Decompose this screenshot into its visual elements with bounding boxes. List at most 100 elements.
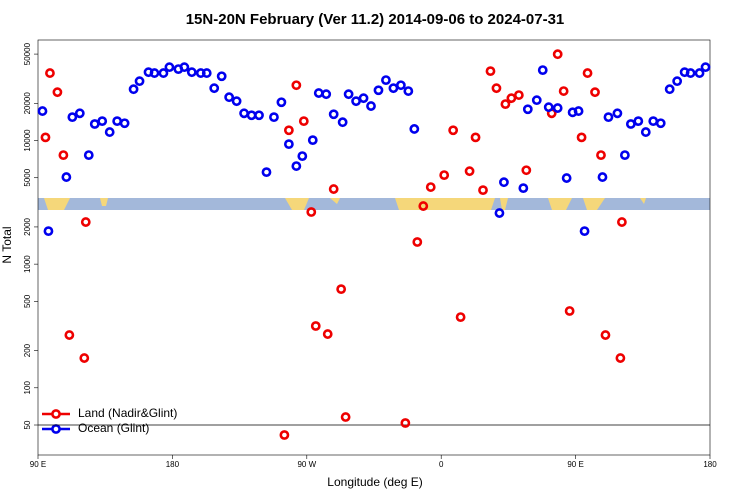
x-tick-label: 180 [703, 460, 717, 469]
data-point [494, 208, 505, 218]
data-point [328, 109, 339, 120]
data-point [291, 80, 302, 91]
data-point [499, 177, 509, 188]
y-tick-label: 50000 [23, 42, 32, 65]
data-point [216, 71, 227, 82]
data-point [58, 150, 69, 161]
data-point [179, 62, 190, 73]
data-point [186, 67, 197, 78]
data-point [79, 353, 90, 363]
data-point [291, 161, 302, 171]
y-tick-label: 100 [23, 381, 32, 395]
data-point [134, 76, 145, 87]
data-point [552, 103, 563, 113]
data-point [340, 412, 351, 422]
data-point [597, 172, 608, 182]
x-axis-label: Longitude (deg E) [327, 475, 422, 489]
y-tick-label: 50 [23, 420, 32, 429]
data-point [297, 151, 308, 161]
data-point [64, 330, 75, 340]
data-point [43, 226, 54, 237]
legend-label: Land (Nadir&Glint) [78, 406, 177, 420]
data-point [558, 86, 569, 96]
data-point [158, 68, 169, 78]
data-point [40, 132, 51, 143]
data-point [648, 116, 659, 127]
data-point [596, 150, 606, 161]
data-point [67, 112, 78, 123]
data-point [239, 108, 249, 119]
data-point [261, 167, 272, 178]
data-point [582, 68, 593, 78]
land-shapes [44, 198, 646, 210]
data-point [358, 93, 369, 104]
x-tick-label: 180 [166, 460, 180, 469]
legend-label: Ocean (Glint) [78, 421, 149, 435]
data-point [448, 125, 459, 136]
data-point [470, 132, 481, 143]
data-point [366, 101, 376, 111]
data-point [246, 110, 257, 121]
data-point [633, 116, 644, 127]
data-point [45, 68, 55, 78]
data-point [336, 284, 347, 295]
data-point [373, 85, 384, 96]
data-point [600, 330, 611, 340]
data-point [531, 95, 542, 106]
y-tick-label: 200 [23, 343, 32, 357]
data-point [612, 108, 623, 119]
data-point [655, 118, 666, 129]
data-point [425, 182, 436, 192]
data-point [564, 306, 575, 316]
data-point [576, 132, 587, 143]
legend-marker [51, 409, 61, 419]
data-point [573, 106, 584, 116]
data-point [513, 90, 524, 100]
data-point [664, 84, 675, 95]
data-point [381, 75, 391, 86]
data-point [164, 62, 175, 73]
data-point [337, 117, 348, 128]
data-point [685, 68, 696, 78]
legend-marker [51, 424, 61, 434]
data-point [279, 430, 290, 440]
data-point [552, 49, 563, 60]
y-axis-label: N Total [0, 226, 14, 263]
data-point [119, 118, 130, 129]
data-point [506, 93, 517, 104]
data-point [306, 207, 317, 217]
data-point [307, 135, 318, 146]
data-point [619, 150, 630, 161]
data-point [543, 102, 554, 113]
data-point [418, 201, 429, 211]
data-point [254, 110, 264, 121]
data-point [615, 353, 626, 363]
data-point [400, 418, 411, 428]
data-point [672, 76, 683, 87]
data-point [276, 97, 287, 108]
data-point [485, 66, 496, 77]
data-point [518, 183, 529, 194]
data-point [625, 119, 636, 129]
chart-title: 15N-20N February (Ver 11.2) 2014-09-06 t… [186, 11, 565, 28]
data-point [439, 170, 450, 181]
data-point [283, 139, 294, 150]
x-tick-label: 0 [439, 460, 444, 469]
data-point [351, 96, 361, 107]
plot-frame [37, 39, 711, 456]
data-point [491, 83, 502, 94]
data-point [149, 68, 160, 78]
data-point [74, 108, 85, 119]
data-point [322, 329, 333, 339]
data-point [83, 150, 94, 161]
data-point [128, 84, 139, 95]
data-point [104, 127, 115, 137]
data-point [603, 112, 614, 123]
data-point [395, 80, 406, 91]
data-point [616, 217, 627, 227]
data-point [590, 87, 600, 98]
y-tick-label: 20000 [23, 92, 32, 115]
data-point [298, 116, 309, 127]
data-point [61, 172, 72, 182]
data-point [409, 124, 420, 134]
